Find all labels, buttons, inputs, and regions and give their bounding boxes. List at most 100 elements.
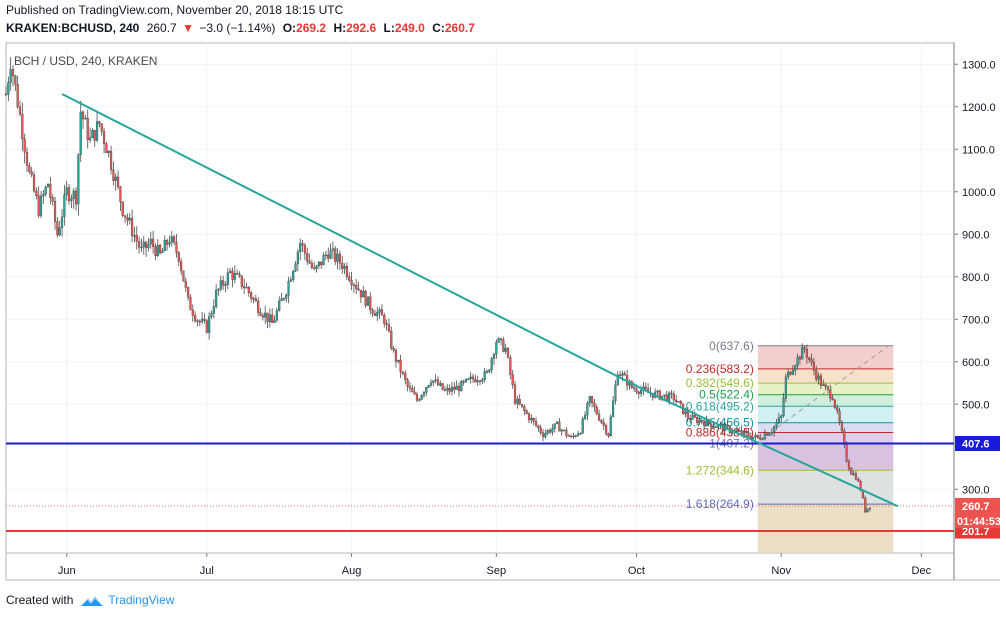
candle-body <box>324 254 327 257</box>
candle-body <box>768 433 771 436</box>
candle-body <box>670 392 673 395</box>
candle-body <box>9 69 12 83</box>
candle-body <box>133 235 136 237</box>
candle-body <box>308 260 311 264</box>
candle-body <box>413 391 416 395</box>
candle-body <box>740 430 743 435</box>
candle-body <box>109 151 113 171</box>
candle-body <box>588 396 591 404</box>
candle-body <box>180 261 183 271</box>
candle-body <box>91 129 94 138</box>
trendline <box>659 396 899 508</box>
candle-body <box>93 129 96 141</box>
candle-body <box>338 253 342 264</box>
candle-body <box>579 433 582 435</box>
candle-body <box>287 281 290 296</box>
candle-body <box>142 241 145 248</box>
candle-body <box>156 244 159 256</box>
open-label: O: <box>282 21 297 35</box>
candle-body <box>490 358 493 370</box>
candle-body <box>453 386 456 390</box>
y-tick-label: 700.0 <box>962 314 990 326</box>
candle-body <box>616 374 619 386</box>
x-tick-label: Dec <box>912 565 932 577</box>
candle-body <box>292 270 295 280</box>
candle-body <box>240 275 243 287</box>
candle-body <box>761 438 764 441</box>
candle-body <box>712 426 715 428</box>
candle-body <box>217 288 220 291</box>
candle-body <box>394 349 398 362</box>
candle-body <box>383 314 386 324</box>
candle-body <box>58 227 61 236</box>
candle-body <box>527 413 531 421</box>
y-tick-label: 900.0 <box>962 229 990 241</box>
candle-body <box>787 371 790 378</box>
candle-body <box>163 240 166 252</box>
candle-body <box>756 434 759 438</box>
candle-body <box>46 183 50 188</box>
candle-body <box>537 425 540 429</box>
candle-body <box>268 314 271 323</box>
candle-body <box>137 241 141 248</box>
candle-body <box>621 373 624 376</box>
candle-body <box>425 387 428 393</box>
candle-body <box>44 186 47 195</box>
candle-body <box>513 384 517 404</box>
candle-body <box>254 298 257 302</box>
candle-body <box>135 235 138 242</box>
candle-body <box>371 309 374 314</box>
candle-body <box>275 310 278 321</box>
change-arrow-icon: ▼ <box>182 21 194 35</box>
candle-body <box>392 348 395 351</box>
candle-body <box>81 111 85 120</box>
candle-body <box>539 427 542 433</box>
candle-body <box>436 379 440 386</box>
candle-body <box>70 198 73 202</box>
candle-body <box>677 401 680 403</box>
candle-body <box>49 183 52 198</box>
candle-body <box>590 396 594 403</box>
candle-body <box>850 468 853 475</box>
tradingview-brand[interactable]: TradingView <box>81 593 174 607</box>
candle-body <box>261 315 264 318</box>
candle-body <box>32 174 36 192</box>
candle-body <box>614 384 617 402</box>
candle-body <box>604 425 608 434</box>
candle-body <box>191 309 194 316</box>
candle-body <box>675 399 678 402</box>
candle-body <box>14 75 17 85</box>
candle-body <box>418 399 421 401</box>
candle-body <box>399 359 402 373</box>
candle-body <box>819 375 823 386</box>
candle-body <box>88 137 92 141</box>
candle-body <box>831 397 834 401</box>
candle-body <box>369 296 372 311</box>
candle-body <box>427 385 430 388</box>
y-tick-label: 800.0 <box>962 272 990 284</box>
candle-body <box>794 365 797 371</box>
candle-body <box>546 430 549 434</box>
candle-body <box>112 169 115 181</box>
candle-body <box>201 318 204 322</box>
candle-body <box>385 323 388 325</box>
candle-body <box>544 433 547 438</box>
candle-body <box>602 422 605 426</box>
candle-body <box>864 497 867 513</box>
candle-body <box>432 380 435 383</box>
candle-body <box>817 375 820 380</box>
candle-body <box>747 432 750 437</box>
candle-body <box>609 416 612 437</box>
candle-body <box>264 312 267 318</box>
candle-body <box>289 279 292 282</box>
candle-body <box>703 422 706 426</box>
candle-body <box>294 263 297 272</box>
candle-body <box>166 240 169 245</box>
y-tick-label: 1000.0 <box>962 187 996 199</box>
candle-body <box>271 314 274 323</box>
open-value: 269.2 <box>296 21 327 35</box>
candle-body <box>637 391 640 394</box>
candle-body <box>859 481 862 491</box>
